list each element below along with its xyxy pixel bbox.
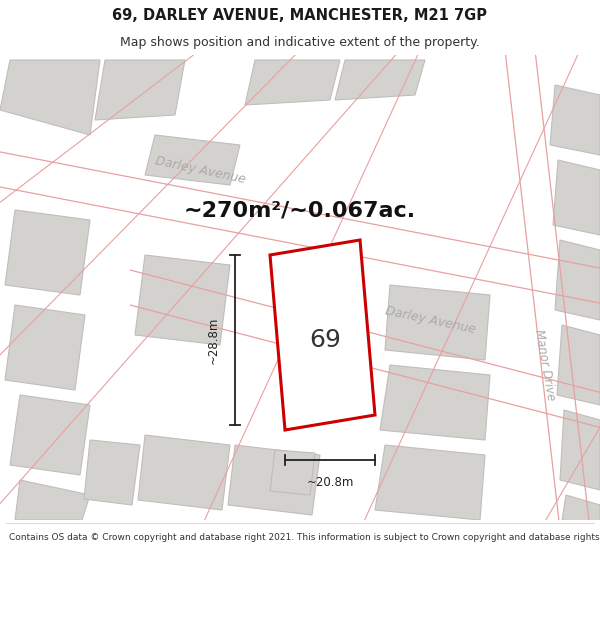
Text: Darley Avenue: Darley Avenue xyxy=(154,154,247,186)
Polygon shape xyxy=(562,495,600,525)
Polygon shape xyxy=(5,305,85,390)
Polygon shape xyxy=(555,240,600,320)
Text: 69, DARLEY AVENUE, MANCHESTER, M21 7GP: 69, DARLEY AVENUE, MANCHESTER, M21 7GP xyxy=(113,8,487,23)
Polygon shape xyxy=(0,60,100,135)
Polygon shape xyxy=(95,60,185,120)
Polygon shape xyxy=(557,325,600,405)
Text: ~20.8m: ~20.8m xyxy=(307,476,353,489)
Polygon shape xyxy=(5,210,90,295)
Text: ~270m²/~0.067ac.: ~270m²/~0.067ac. xyxy=(184,200,416,220)
Polygon shape xyxy=(84,440,140,505)
Polygon shape xyxy=(385,285,490,360)
Polygon shape xyxy=(553,160,600,235)
Polygon shape xyxy=(270,450,315,495)
Text: Contains OS data © Crown copyright and database right 2021. This information is : Contains OS data © Crown copyright and d… xyxy=(9,532,600,542)
Polygon shape xyxy=(228,445,320,515)
Polygon shape xyxy=(138,435,230,510)
Polygon shape xyxy=(15,480,90,520)
Polygon shape xyxy=(375,445,485,520)
Text: Manor Drive: Manor Drive xyxy=(532,328,557,402)
Text: 69: 69 xyxy=(309,328,341,352)
Polygon shape xyxy=(335,60,425,100)
Polygon shape xyxy=(135,255,230,345)
Polygon shape xyxy=(10,395,90,475)
Polygon shape xyxy=(380,365,490,440)
Text: ~28.8m: ~28.8m xyxy=(206,316,220,364)
Text: Map shows position and indicative extent of the property.: Map shows position and indicative extent… xyxy=(120,36,480,49)
Text: Darley Avenue: Darley Avenue xyxy=(383,304,476,336)
Polygon shape xyxy=(270,240,375,430)
Polygon shape xyxy=(550,85,600,155)
Polygon shape xyxy=(145,135,240,185)
Polygon shape xyxy=(245,60,340,105)
Polygon shape xyxy=(560,410,600,490)
